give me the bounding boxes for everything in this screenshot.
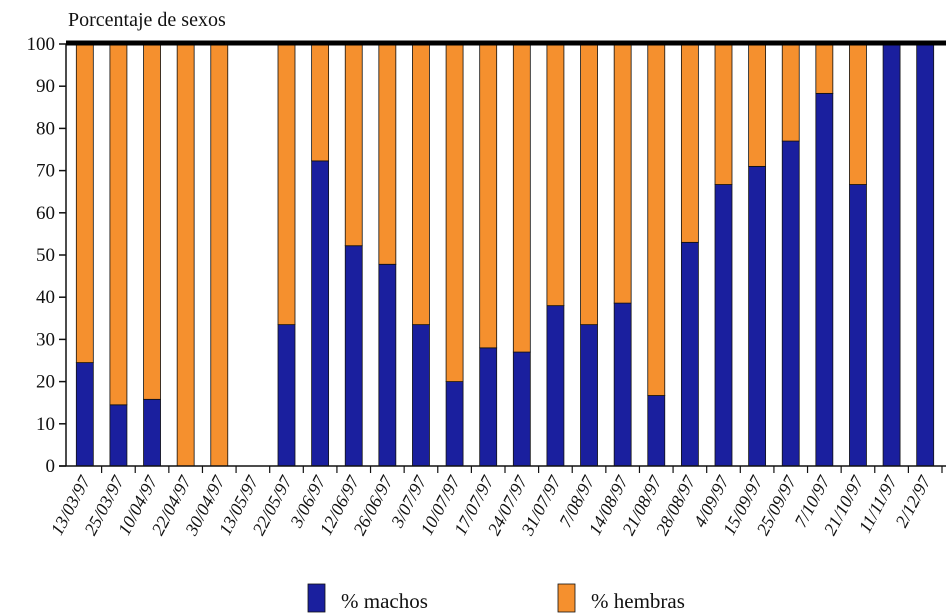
bar-machos (647, 395, 666, 467)
bar-machos (546, 305, 565, 467)
bar-hembras (311, 43, 330, 162)
y-tick-label: 70 (36, 161, 55, 182)
y-tick-label: 20 (36, 372, 55, 393)
bar-machos (613, 302, 632, 467)
bar-machos (580, 324, 598, 467)
legend-swatch (307, 583, 326, 613)
bar-machos (277, 324, 296, 467)
x-axis: 13/03/9725/03/9710/04/9722/04/9730/04/97… (47, 465, 946, 539)
bar-hembras (781, 43, 800, 142)
bar-machos (479, 347, 498, 467)
bar-hembras (412, 43, 430, 326)
bar-hembras (210, 43, 229, 467)
bar-machos (445, 381, 464, 467)
y-axis: 0 10 20 30 40 50 60 70 80 90 100 (27, 34, 67, 477)
bar-hembras (143, 43, 161, 400)
bar-hembras (277, 43, 296, 326)
bar-hembras (109, 43, 128, 406)
y-tick-label: 100 (27, 34, 56, 55)
bar-machos (344, 245, 363, 467)
bar-machos (75, 362, 94, 467)
bar-machos (143, 398, 161, 467)
y-tick-label: 50 (36, 245, 55, 266)
bar-hembras (176, 43, 195, 467)
legend-label: % hembras (591, 589, 685, 613)
y-tick-label: 10 (36, 414, 55, 435)
bar-hembras (748, 43, 767, 167)
legend: % machos % hembras (307, 583, 685, 613)
y-tick-label: 40 (36, 287, 55, 308)
bar-machos (109, 404, 128, 467)
bar-machos (512, 351, 531, 467)
bar-machos (916, 43, 935, 467)
y-tick-label: 30 (36, 329, 55, 350)
y-tick-label: 0 (46, 456, 56, 477)
y-axis-title: Porcentaje de sexos (68, 9, 226, 31)
bar-hembras (647, 43, 666, 396)
bar-machos (748, 165, 767, 467)
bar-machos (714, 184, 733, 467)
bar-hembras (378, 43, 397, 265)
bar-machos (815, 92, 834, 467)
bars (66, 40, 946, 467)
bar-hembras (714, 43, 733, 185)
bar-hembras (75, 43, 94, 364)
bar-machos (311, 160, 330, 467)
bar-machos (378, 263, 397, 467)
bar-machos (882, 43, 901, 467)
bar-hembras (512, 43, 531, 353)
bar-hembras (849, 43, 867, 185)
bar-hembras (344, 43, 363, 247)
bar-hembras (479, 43, 498, 349)
bar-hembras (580, 43, 598, 326)
bar-hembras (546, 43, 565, 307)
bar-hembras (680, 43, 699, 243)
y-tick-label: 80 (36, 118, 55, 139)
bar-hembras (613, 43, 632, 304)
legend-label: % machos (341, 589, 428, 613)
y-tick-label: 90 (36, 76, 55, 97)
bar-hembras (445, 43, 464, 383)
legend-swatch (557, 583, 576, 613)
bar-machos (412, 324, 430, 467)
y-tick-label: 60 (36, 203, 55, 224)
bar-machos (849, 184, 867, 467)
bar-machos (680, 241, 699, 467)
bar-machos (781, 140, 800, 467)
bar-hembras (815, 43, 834, 94)
